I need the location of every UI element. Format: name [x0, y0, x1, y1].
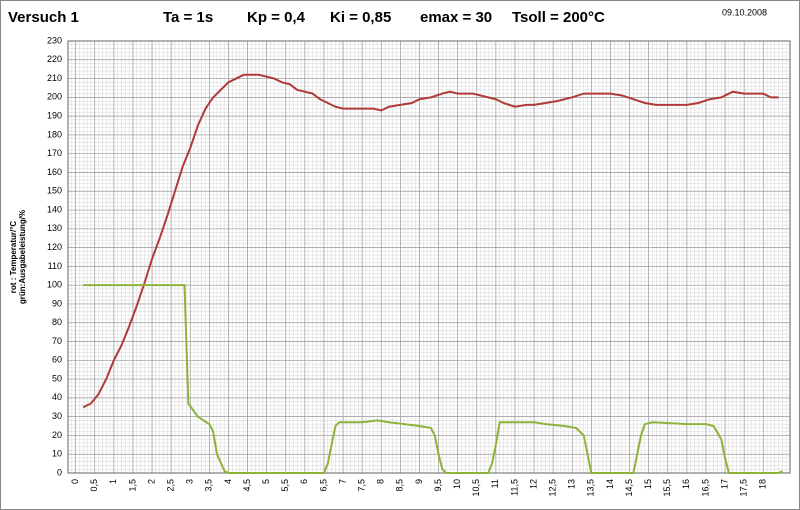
x-tick-label: 0,5 — [89, 479, 99, 492]
x-tick-label: 14,5 — [624, 479, 634, 497]
y-tick-label: 170 — [47, 148, 62, 158]
plot-border — [67, 40, 791, 474]
y-tick-label: 50 — [52, 373, 62, 383]
x-tick-label: 15 — [643, 479, 653, 489]
x-tick-label: 11,5 — [509, 479, 519, 496]
x-tick-label: 15,5 — [662, 479, 672, 497]
y-tick-label: 130 — [47, 223, 62, 233]
x-tick-label: 16,5 — [700, 479, 710, 497]
x-tick-label: 13 — [567, 479, 577, 489]
x-tick-label: 18 — [758, 479, 768, 489]
x-tick-label: 4 — [223, 479, 233, 484]
x-tick-label: 7,5 — [357, 479, 367, 492]
y-tick-label: 0 — [57, 467, 62, 477]
y-tick-label: 60 — [52, 355, 62, 365]
annotation: Kp = 0,4 — [247, 9, 306, 26]
x-tick-label: 0 — [70, 479, 80, 484]
y-tick-label: 190 — [47, 111, 62, 121]
y-tick-label: 180 — [47, 129, 62, 139]
x-tick-label: 2 — [146, 479, 156, 484]
y-tick-label: 70 — [52, 336, 62, 346]
x-tick-label: 16 — [681, 479, 691, 489]
x-tick-label: 3 — [185, 479, 195, 484]
y-tick-label: 40 — [52, 392, 62, 402]
x-tick-label: 17 — [719, 479, 729, 489]
y-tick-label: 120 — [47, 242, 62, 252]
x-tick-label: 2,5 — [166, 479, 176, 492]
x-tick-label: 5,5 — [280, 479, 290, 492]
y-tick-label: 80 — [52, 317, 62, 327]
x-tick-label: 5 — [261, 479, 271, 484]
x-tick-label: 12 — [528, 479, 538, 489]
y-tick-label: 90 — [52, 298, 62, 308]
x-tick-label: 13,5 — [586, 479, 596, 497]
y-tick-label: 20 — [52, 430, 62, 440]
x-tick-label: 7 — [337, 479, 347, 484]
x-tick-label: 6,5 — [318, 479, 328, 492]
x-tick-label: 4,5 — [242, 479, 252, 492]
y-tick-label: 150 — [47, 186, 62, 196]
y-axis-label: grün:Ausgabeleistung/% — [18, 210, 27, 304]
date: 09.10.2008 — [722, 7, 767, 17]
x-tick-label: 9,5 — [433, 479, 443, 492]
x-tick-label: 1 — [108, 479, 118, 484]
data-line — [83, 284, 783, 474]
y-tick-label: 210 — [47, 73, 62, 83]
x-tick-label: 10 — [452, 479, 462, 489]
x-tick-label: 6 — [299, 479, 309, 484]
y-axis-label: rot : Temperatur/°C — [9, 221, 18, 294]
annotation: emax = 30 — [420, 9, 492, 26]
x-tick-label: 8,5 — [395, 479, 405, 492]
x-tick-label: 12,5 — [548, 479, 558, 497]
x-tick-label: 14 — [605, 479, 615, 489]
x-tick-label: 8 — [376, 479, 386, 484]
x-tick-label: 17,5 — [739, 479, 749, 497]
y-tick-label: 30 — [52, 411, 62, 421]
y-tick-label: 10 — [52, 449, 62, 459]
x-tick-label: 3,5 — [204, 479, 214, 492]
chart-title: Versuch 1 — [8, 9, 79, 26]
y-tick-label: 200 — [47, 92, 62, 102]
y-tick-label: 100 — [47, 280, 62, 290]
x-tick-label: 1,5 — [127, 479, 137, 492]
data-line — [82, 73, 779, 409]
y-tick-label: 220 — [47, 54, 62, 64]
y-tick-label: 230 — [47, 35, 62, 45]
y-tick-label: 110 — [48, 261, 62, 271]
annotation: Ki = 0,85 — [330, 9, 391, 26]
y-tick-label: 160 — [47, 167, 62, 177]
annotation: Ta = 1s — [163, 9, 213, 26]
x-tick-label: 9 — [414, 479, 424, 484]
y-tick-label: 140 — [47, 204, 62, 214]
x-tick-label: 11 — [490, 479, 500, 488]
x-tick-label: 10,5 — [471, 479, 481, 497]
annotation: Tsoll = 200°C — [512, 9, 605, 26]
